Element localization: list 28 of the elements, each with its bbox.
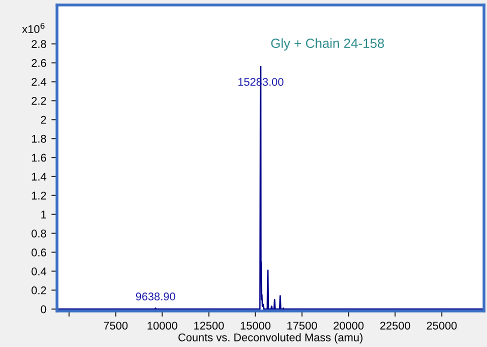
text: x10$^{6}$ — [22, 22, 44, 34]
x-tick-label: 25000 — [426, 322, 457, 330]
y-tick-label: 1.8 — [32, 134, 46, 143]
y-tick-label: 0 — [40, 305, 46, 314]
x-tick-label: 15000 — [240, 322, 270, 330]
x-tick-label: 20000 — [334, 322, 364, 330]
y-tick-label: 2 — [40, 116, 46, 124]
y-tick-label: 1.4 — [32, 172, 46, 180]
y-tick-label: 2.8 — [32, 40, 46, 48]
y-tick-label: 0.4 — [32, 267, 46, 276]
annotation: 9638.90 — [136, 292, 176, 300]
x-tick-label: 12500 — [194, 322, 224, 330]
y-tick-label: 0.2 — [32, 286, 46, 294]
y-tick-label: 2.4 — [32, 78, 46, 86]
x-tick-label: 7500 — [104, 322, 128, 330]
y-tick-label: 1.2 — [32, 192, 46, 200]
y-tick-label: 0.8 — [32, 230, 46, 238]
annotation: Gly + Chain 24-158 — [271, 38, 384, 51]
y-tick-label: 1.6 — [32, 154, 46, 162]
x-tick-label: 17500 — [287, 322, 317, 330]
x-tick-label: 10000 — [148, 322, 178, 330]
y-tick-label: 2.2 — [32, 96, 46, 105]
x-axis-title: Counts vs. Deconvoluted Mass (amu) — [178, 333, 362, 344]
y-tick-label: 1 — [41, 210, 46, 218]
x-tick-label: 22500 — [380, 322, 410, 330]
y-tick-label: 2.6 — [32, 59, 46, 67]
y-tick-label: 0.6 — [32, 248, 46, 256]
line-series — [57, 66, 484, 310]
